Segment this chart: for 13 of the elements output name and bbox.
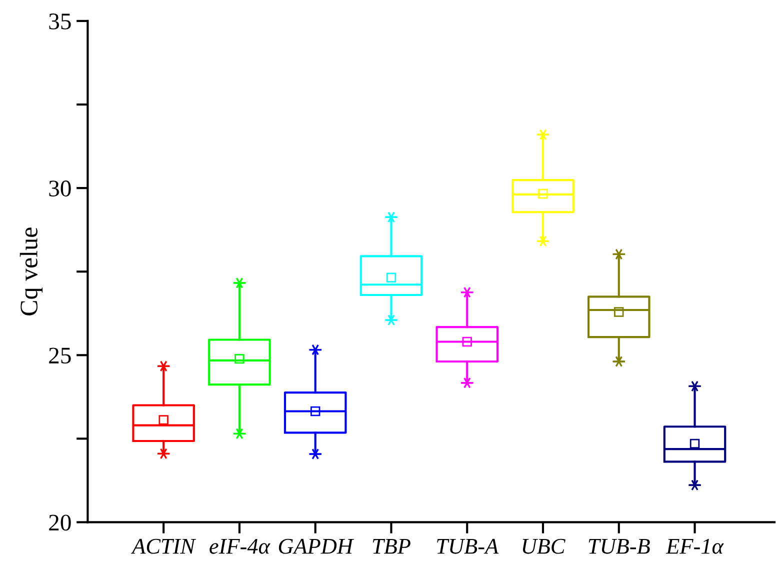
- y-tick-label: 30: [49, 180, 71, 196]
- x-tick-label: eIF-4α: [210, 538, 270, 554]
- x-tick-label: TBP: [372, 539, 410, 554]
- x-tick-label: UBC: [522, 538, 566, 554]
- x-tick-label: TUB-A: [437, 538, 499, 554]
- y-axis-title: Cq velue: [20, 228, 43, 316]
- y-tick-label: 25: [49, 348, 71, 364]
- x-tick-label: EF-1α: [666, 538, 724, 554]
- y-tick-label: 20: [49, 514, 71, 531]
- y-tick-label: 35: [49, 14, 71, 30]
- x-tick-label: GAPDH: [278, 538, 354, 554]
- x-tick-label: TUB-B: [588, 539, 650, 554]
- x-tick-label: ACTIN: [130, 538, 196, 554]
